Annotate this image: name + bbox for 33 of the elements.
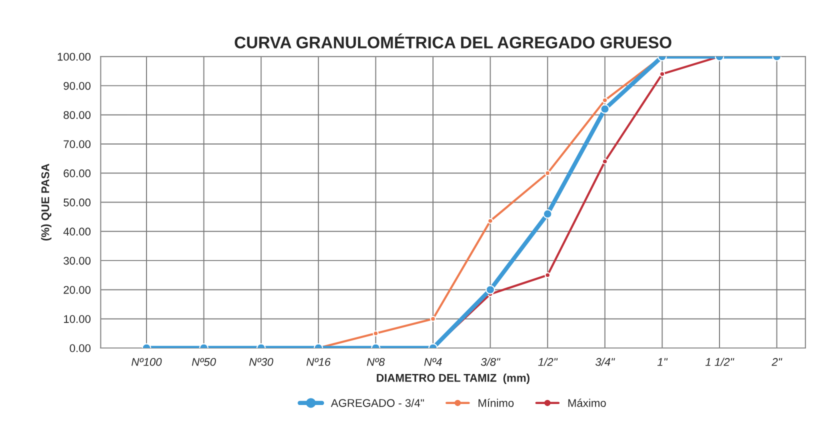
point <box>542 209 552 219</box>
x-tick-label: 1 1/2" <box>705 358 734 366</box>
x-tick-label: Nº16 <box>306 358 331 366</box>
x-axis-title: DIAMETRO DEL TAMIZ (mm) <box>376 374 530 384</box>
x-tick-label: Nº50 <box>192 358 216 366</box>
y-tick-label: 100.00 <box>58 52 91 61</box>
chart-title: CURVA GRANULOMÉTRICA DEL AGREGADO GRUESO <box>234 33 672 48</box>
x-tick-label: Nº8 <box>366 358 385 366</box>
y-tick-label: 20.00 <box>64 286 91 294</box>
y-tick-label: 0.00 <box>70 344 91 352</box>
legend-label: Máximo <box>568 398 606 407</box>
y-tick-label: 40.00 <box>63 228 91 236</box>
y-tick-label: 90.00 <box>64 82 91 90</box>
legend-label: Mínimo <box>478 398 514 407</box>
x-tick-label: 3/4" <box>595 358 616 366</box>
x-tick-label: 2" <box>772 358 782 366</box>
x-tick-label: 1" <box>657 358 668 366</box>
x-tick-label: 1/2" <box>538 358 558 366</box>
y-tick-label: 10.00 <box>64 315 91 323</box>
legend-label: AGREGADO - 3/4" <box>330 398 424 407</box>
y-tick-label: 60.00 <box>64 169 91 178</box>
x-tick-label: Nº100 <box>132 358 162 366</box>
x-tick-label: 3/8" <box>480 358 500 366</box>
y-tick-label: 50.00 <box>64 198 91 206</box>
y-tick-label: 80.00 <box>64 111 91 119</box>
y-tick-label: 30.00 <box>64 256 91 265</box>
y-axis-title: (%) QUE PASA <box>41 164 52 241</box>
point <box>600 104 610 114</box>
x-tick-label: Nº4 <box>424 358 442 366</box>
y-tick-label: 70.00 <box>64 140 91 148</box>
x-tick-label: Nº30 <box>249 358 274 366</box>
point <box>544 170 551 176</box>
point <box>486 285 495 294</box>
